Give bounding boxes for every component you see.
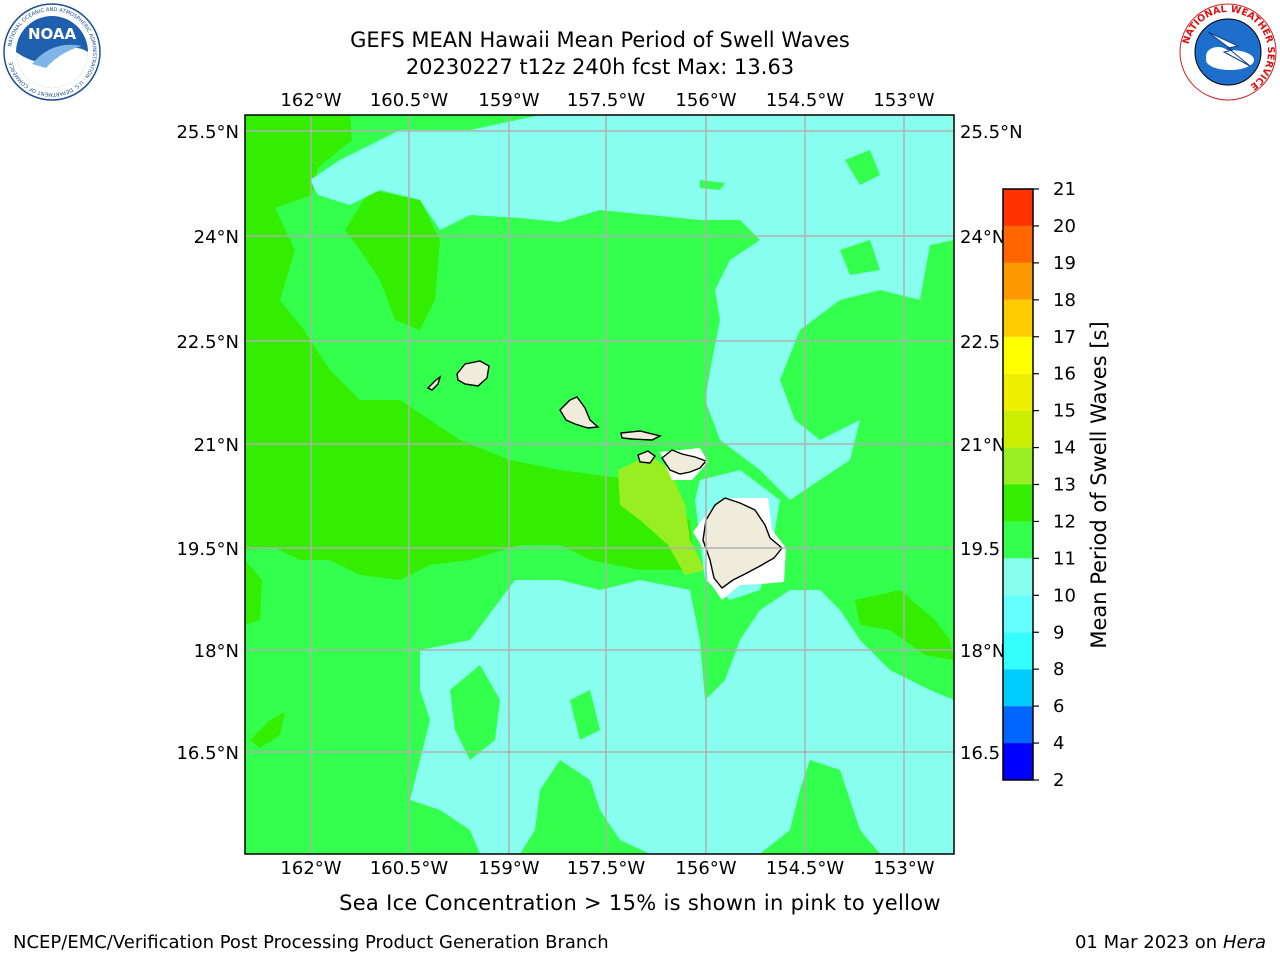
colorbar-segment [1003, 521, 1033, 559]
lat-tick-label-left: 21°N [194, 435, 239, 456]
colorbar-segment [1003, 447, 1033, 485]
colorbar-segment [1003, 299, 1033, 337]
colorbar-tick-label: 2 [1053, 770, 1064, 791]
colorbar-tick-label: 18 [1053, 290, 1076, 311]
lon-tick-label-top: 162°W [280, 90, 341, 111]
colorbar-tick-label: 20 [1053, 216, 1076, 237]
colorbar-tick-label: 11 [1053, 548, 1076, 569]
lat-tick-label-right: 16.5 [960, 743, 1000, 764]
lat-tick-label-right: 18°N [960, 641, 1005, 662]
colorbar-segment [1003, 484, 1033, 522]
lat-tick-label-right: 19.5 [960, 539, 1000, 560]
nws-logo: NATIONAL WEATHER SERVICE [1179, 3, 1277, 101]
period-10-11-patch-4 [845, 150, 880, 185]
colorbar-tick-label: 13 [1053, 475, 1076, 496]
footer-branch: NCEP/EMC/Verification Post Processing Pr… [13, 932, 609, 953]
colorbar-segment [1003, 743, 1033, 780]
colorbar-segment [1003, 225, 1033, 263]
period-10-11-patch-2 [450, 665, 500, 760]
kauai-island [456, 360, 490, 387]
map-frame [244, 114, 955, 855]
map-title: GEFS MEAN Hawaii Mean Period of Swell Wa… [350, 28, 850, 52]
period-10-11-patch-1 [570, 690, 600, 740]
colorbar-segment [1003, 595, 1033, 633]
sea-ice-note: Sea Ice Concentration > 15% is shown in … [339, 891, 941, 915]
noaa-logo-text: NOAA [28, 25, 77, 43]
swell-period-field [245, 115, 954, 854]
colorbar-segment [1003, 373, 1033, 411]
longitude-labels-bottom: 162°W 160.5°W 159°W 157.5°W 156°W 154.5°W 153°… [280, 858, 934, 879]
colorbar-tick-label: 10 [1053, 585, 1076, 606]
lon-tick-label-bottom: 160.5°W [370, 858, 449, 879]
lon-tick-label-bottom: 153°W [873, 858, 934, 879]
lat-tick-label-left: 25.5°N [176, 122, 239, 143]
lon-tick-label-top: 154.5°W [766, 90, 845, 111]
lat-tick-label-left: 18°N [194, 641, 239, 662]
lanai-island [637, 450, 656, 464]
molokai-island [620, 430, 663, 441]
period-9-10-region-northeast [310, 115, 954, 500]
lat-tick-label-right: 24°N [960, 227, 1005, 248]
footer-host: Hera [1222, 932, 1266, 953]
lon-tick-label-bottom: 159°W [478, 858, 539, 879]
colorbar-tick-label: 4 [1053, 733, 1064, 754]
lon-tick-label-top: 153°W [873, 90, 934, 111]
colorbar-segment [1003, 189, 1033, 226]
colorbar-segment [1003, 632, 1033, 670]
period-9-10-region-south [410, 580, 954, 854]
lon-tick-label-bottom: 156°W [675, 858, 736, 879]
footer-date-text: 01 Mar 2023 on [1074, 932, 1218, 953]
lon-tick-label-top: 160.5°W [370, 90, 449, 111]
colorbar-segment [1003, 336, 1033, 374]
lon-tick-label-top: 159°W [478, 90, 539, 111]
colorbar: 2 4 6 8 9 10 11 12 13 14 15 16 17 18 19 20 21 [1002, 179, 1076, 791]
period-12-13-region [618, 455, 705, 575]
colorbar-tick-label: 21 [1053, 179, 1076, 200]
colorbar-segment [1003, 262, 1033, 300]
niihau-island [426, 375, 442, 391]
period-11-12-region-north [345, 190, 440, 330]
graticule [245, 115, 954, 854]
latitude-labels-left: 25.5°N 24°N 22.5°N 21°N 19.5°N 18°N 16.5°N [176, 122, 239, 764]
colorbar-tick-label: 16 [1053, 364, 1076, 385]
lat-tick-label-left: 16.5°N [176, 743, 239, 764]
colorbar-tick-label: 8 [1053, 659, 1064, 680]
colorbar-segment [1003, 706, 1033, 744]
maui-island [661, 449, 708, 475]
colorbar-tick-label: 12 [1053, 511, 1076, 532]
lat-tick-label-left: 22.5°N [176, 332, 239, 353]
lat-tick-label-right: 21°N [960, 435, 1005, 456]
colorbar-segment [1003, 558, 1033, 596]
period-11-12-patch-nw [245, 560, 262, 625]
lat-tick-label-right: 22.5 [960, 332, 1000, 353]
colorbar-label: Mean Period of Swell Waves [s] [1087, 321, 1111, 648]
map-subtitle: 20230227 t12z 240h fcst Max: 13.63 [405, 55, 795, 79]
lat-tick-label-left: 19.5°N [176, 539, 239, 560]
footer-date: 01 Mar 2023 on Hera [1075, 932, 1266, 953]
lon-tick-label-top: 157.5°W [567, 90, 646, 111]
period-11-12-region-west [245, 115, 695, 580]
colorbar-tick-label: 14 [1053, 438, 1076, 459]
lat-tick-label-left: 24°N [194, 227, 239, 248]
noaa-logo: NOAA NATIONAL OCEANIC AND ATMOSPHERIC AD… [3, 3, 101, 101]
colorbar-tick-label: 9 [1053, 622, 1064, 643]
oahu-island [559, 396, 600, 429]
colorbar-tick-label: 17 [1053, 327, 1076, 348]
latitude-labels-right: 25.5°N 24°N 22.5 21°N 19.5 18°N 16.5 [960, 122, 1023, 764]
lon-tick-label-bottom: 157.5°W [567, 858, 646, 879]
colorbar-tick-label: 6 [1053, 696, 1064, 717]
colorbar-segment [1003, 410, 1033, 448]
longitude-labels-top: 162°W 160.5°W 159°W 157.5°W 156°W 154.5°W 153°… [280, 90, 934, 111]
lon-tick-label-bottom: 162°W [280, 858, 341, 879]
period-11-12-patch-sw [250, 712, 285, 748]
colorbar-segment [1003, 669, 1033, 707]
period-10-11-patch-5 [840, 240, 880, 275]
colorbar-tick-label: 19 [1053, 253, 1076, 274]
lat-tick-label-right: 25.5°N [960, 122, 1023, 143]
lon-tick-label-bottom: 154.5°W [766, 858, 845, 879]
lon-tick-label-top: 156°W [675, 90, 736, 111]
colorbar-tick-label: 15 [1053, 401, 1076, 422]
